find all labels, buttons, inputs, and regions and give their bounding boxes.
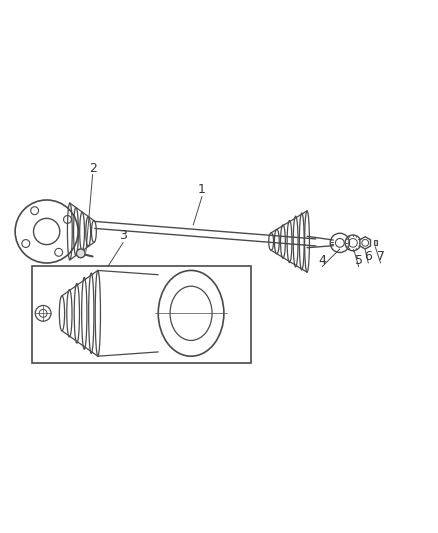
Circle shape [76,249,85,258]
Text: 3: 3 [119,229,127,243]
Bar [373,240,376,246]
Text: 5: 5 [354,254,362,266]
Text: 1: 1 [198,183,205,197]
Text: 2: 2 [88,161,96,175]
Text: 6: 6 [364,250,371,263]
Polygon shape [359,237,370,249]
Text: 4: 4 [318,254,325,266]
Text: 7: 7 [376,250,384,263]
Bar [32,266,251,363]
